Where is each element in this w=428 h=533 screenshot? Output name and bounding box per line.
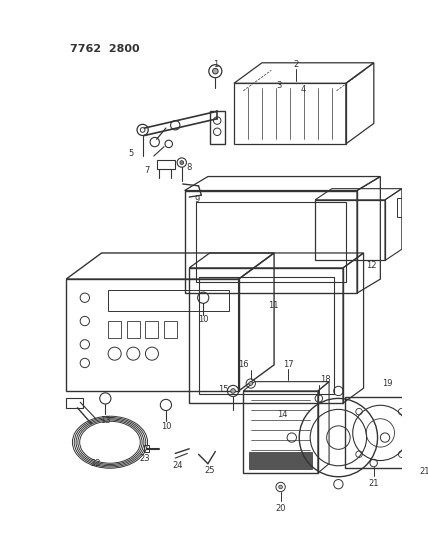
Text: 25: 25 [205,466,215,475]
Circle shape [180,160,184,164]
Text: 7: 7 [145,166,150,174]
Text: 10: 10 [160,422,171,431]
Bar [196,201,346,282]
Circle shape [231,389,235,393]
Bar [199,277,334,394]
Bar [184,190,357,293]
Text: 16: 16 [238,360,249,369]
Bar [397,198,404,216]
Text: 23: 23 [139,454,150,463]
Text: 10: 10 [198,314,208,324]
Text: 13: 13 [100,416,111,425]
Bar [108,290,229,311]
Text: 21: 21 [420,466,428,475]
Text: 18: 18 [320,375,331,384]
Text: 2: 2 [294,60,299,69]
Text: 19: 19 [383,379,393,388]
Text: 24: 24 [173,461,183,470]
Bar [345,398,416,469]
Bar [164,321,177,338]
Text: 15: 15 [218,385,229,393]
Text: 21: 21 [369,479,379,488]
Bar [243,391,318,473]
Circle shape [213,68,218,74]
Bar [66,398,83,408]
Bar [146,321,158,338]
Text: 11: 11 [268,301,278,310]
Bar [145,445,149,453]
Text: 8: 8 [187,163,192,172]
Bar [189,268,343,403]
Bar [108,321,121,338]
Text: 22: 22 [91,459,101,468]
Text: 17: 17 [283,360,293,369]
Text: 4: 4 [300,85,306,94]
Text: 9: 9 [194,195,199,204]
Text: 7762  2800: 7762 2800 [70,44,140,54]
Text: 12: 12 [366,261,376,270]
Bar [249,453,312,469]
Bar [210,111,225,144]
Circle shape [279,485,282,489]
Bar [234,83,346,144]
Text: 1: 1 [213,60,218,69]
Text: 5: 5 [129,149,134,158]
Bar [66,279,239,391]
Circle shape [249,382,253,385]
Bar [157,160,175,169]
Text: 14: 14 [277,410,288,419]
Text: 3: 3 [276,80,282,90]
Text: 20: 20 [275,504,286,513]
Bar [315,200,385,261]
Bar [127,321,140,338]
